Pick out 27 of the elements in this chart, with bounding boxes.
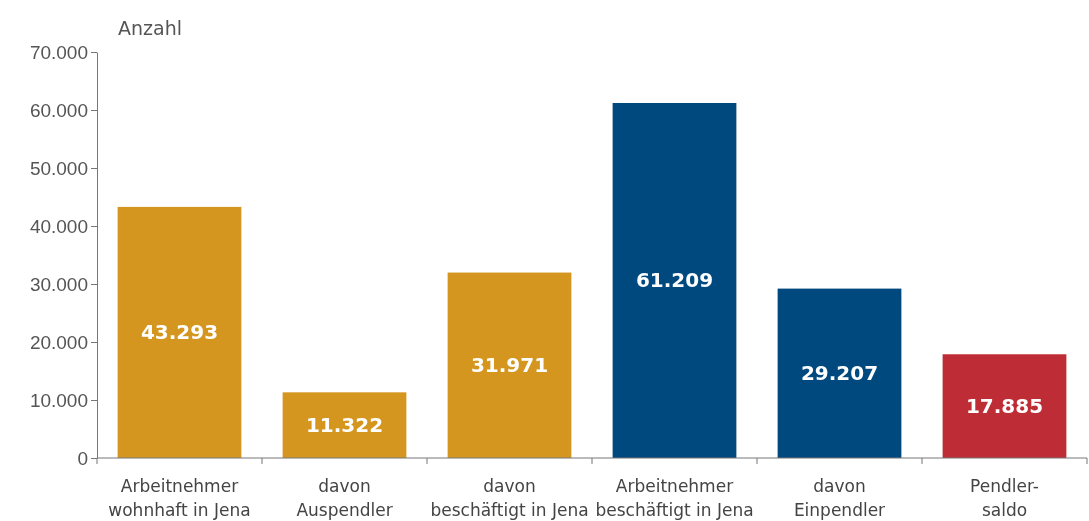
- data-label: 31.971: [470, 353, 549, 378]
- data-label: 11.322: [305, 413, 384, 438]
- y-axis-title: Anzahl: [118, 17, 182, 39]
- bar: [612, 102, 737, 458]
- bar: [447, 272, 572, 458]
- data-label: 61.209: [635, 268, 714, 293]
- data-label: 29.207: [800, 361, 879, 386]
- bar: [117, 206, 242, 458]
- y-tick-label: 60.000: [29, 99, 88, 121]
- bar: [942, 354, 1067, 458]
- y-tick-label: 40.000: [29, 215, 88, 237]
- bar: [282, 392, 407, 458]
- y-tick-label: 30.000: [29, 273, 88, 295]
- x-tick-label: Pendler- saldo: [970, 476, 1039, 520]
- y-tick-label: 50.000: [29, 157, 88, 179]
- y-tick-label: 20.000: [29, 331, 88, 353]
- x-tick-label: davon beschäftigt in Jena: [430, 476, 589, 520]
- y-tick-label: 70.000: [29, 41, 88, 63]
- y-tick-label: 0: [77, 447, 88, 469]
- x-tick-label: Arbeitnehmer wohnhaft in Jena: [108, 476, 251, 520]
- x-tick-label: davon Einpendler: [793, 476, 886, 520]
- y-tick-label: 10.000: [29, 389, 88, 411]
- bar: [777, 288, 902, 458]
- x-tick-label: davon Auspendler: [296, 476, 393, 520]
- data-label: 17.885: [965, 394, 1044, 419]
- data-label: 43.293: [140, 320, 219, 345]
- x-tick-label: Arbeitnehmer beschäftigt in Jena: [595, 476, 754, 520]
